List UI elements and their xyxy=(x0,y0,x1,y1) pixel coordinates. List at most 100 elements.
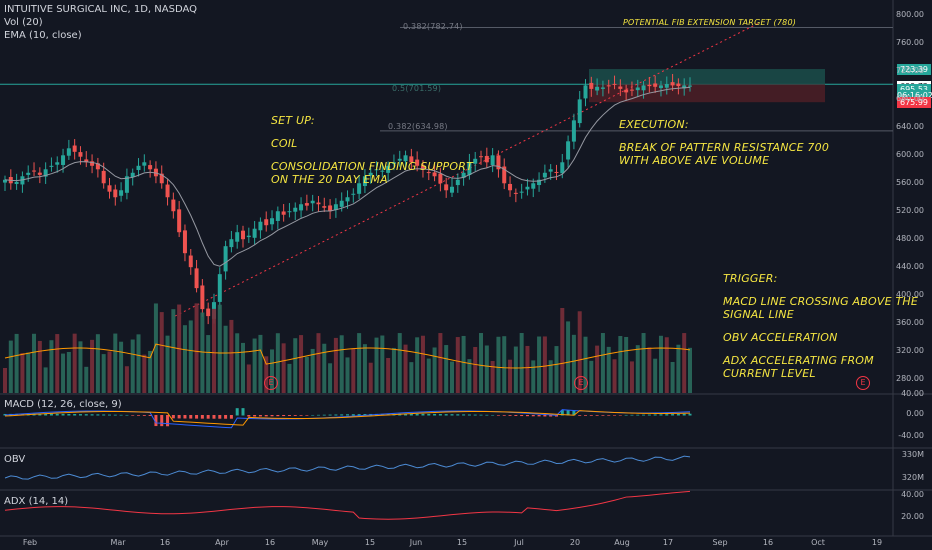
macd-hist xyxy=(491,414,495,416)
candle-body xyxy=(606,85,611,87)
earnings-badge[interactable]: E xyxy=(264,376,278,390)
volume-bar xyxy=(490,360,495,393)
macd-hist xyxy=(328,414,332,416)
volume-bar xyxy=(258,334,263,393)
fib-mid-label: 0.382(634.98) xyxy=(388,122,448,131)
macd-hist xyxy=(607,415,611,416)
macd-hist xyxy=(537,415,541,417)
time-tick: 20 xyxy=(569,538,581,547)
macd-hist xyxy=(560,410,564,416)
earnings-badge[interactable]: E xyxy=(856,376,870,390)
volume-bar xyxy=(55,334,60,393)
candle-body xyxy=(461,172,466,178)
adx-tick: 20.00 xyxy=(901,512,924,521)
price-tick: 520.00 xyxy=(896,206,924,216)
symbol-title: INTUITIVE SURGICAL INC, 1D, NASDAQ xyxy=(4,4,198,15)
price-tick: 760.00 xyxy=(896,38,924,48)
volume-bar xyxy=(159,312,164,393)
candle-body xyxy=(658,85,663,89)
volume-bar xyxy=(113,333,118,393)
macd-hist xyxy=(351,414,355,416)
setup-line xyxy=(271,150,473,160)
volume-bar xyxy=(548,360,553,393)
price-tick: 480.00 xyxy=(896,234,924,244)
volume-bar xyxy=(571,334,576,393)
candle-body xyxy=(26,172,31,175)
macd-hist xyxy=(316,414,320,416)
candle-body xyxy=(566,141,571,160)
volume-bar xyxy=(165,335,170,393)
volume-bar xyxy=(43,367,48,393)
trigger-line: TRIGGER: xyxy=(723,272,778,285)
volume-bar xyxy=(182,325,187,393)
candle-body xyxy=(142,162,147,166)
macd-hist xyxy=(160,415,164,427)
time-tick: 15 xyxy=(456,538,468,547)
candle-body xyxy=(165,184,170,198)
candle-body xyxy=(357,183,362,194)
volume-bar xyxy=(496,336,501,393)
macd-hist xyxy=(421,413,425,416)
macd-hist xyxy=(676,413,680,416)
volume-bar xyxy=(508,359,513,393)
candle-body xyxy=(629,89,634,91)
volume-bar xyxy=(380,335,385,393)
candle-body xyxy=(635,87,640,91)
setup-line: SET UP: xyxy=(271,114,315,127)
obv-line xyxy=(4,455,691,480)
candle-body xyxy=(380,170,385,172)
volume-bar xyxy=(32,333,37,393)
volume-bar xyxy=(287,363,292,393)
candle-body xyxy=(374,169,379,171)
volume-bar xyxy=(293,338,298,393)
time-tick: 19 xyxy=(871,538,883,547)
macd-hist xyxy=(462,414,466,416)
volume-bar xyxy=(235,333,240,393)
candle-body xyxy=(61,155,66,165)
volume-bar xyxy=(606,346,611,393)
candle-body xyxy=(676,83,681,87)
candle-body xyxy=(217,274,222,302)
macd-hist xyxy=(229,415,233,419)
candle-body xyxy=(235,232,240,242)
candle-body xyxy=(223,246,228,272)
macd-hist xyxy=(444,414,448,416)
candle-body xyxy=(304,203,309,206)
setup-line: ON THE 20 DAY EMA xyxy=(271,173,388,186)
candle-body xyxy=(577,99,582,124)
candle-body xyxy=(252,228,257,238)
macd-hist xyxy=(438,414,442,416)
candle-body xyxy=(270,218,275,225)
volume-bar xyxy=(618,336,623,393)
candle-body xyxy=(37,172,42,175)
macd-hist xyxy=(659,414,663,416)
volume-bar xyxy=(3,368,7,393)
trigger-line: MACD LINE CROSSING ABOVE THE xyxy=(723,295,919,308)
time-tick: 15 xyxy=(364,538,376,547)
earnings-badge[interactable]: E xyxy=(574,376,588,390)
macd-hist xyxy=(96,414,100,416)
time-tick: Jun xyxy=(409,538,423,547)
candle-body xyxy=(101,170,106,184)
candle-body xyxy=(49,165,54,167)
candle-body xyxy=(66,148,71,156)
macd-hist xyxy=(154,415,158,427)
time-tick: Jul xyxy=(514,538,524,547)
setup-line xyxy=(271,127,473,137)
volume-bar xyxy=(14,333,19,393)
macd-hist xyxy=(688,413,692,416)
candle-body xyxy=(537,179,542,186)
volume-bar xyxy=(72,333,77,393)
macd-hist xyxy=(496,415,500,416)
candle-body xyxy=(194,268,199,289)
candle-body xyxy=(275,211,280,221)
candle-body xyxy=(177,209,182,233)
volume-bar xyxy=(676,344,681,393)
volume-bar xyxy=(537,336,542,393)
volume-bar xyxy=(374,337,379,393)
price-tag: 695.53 xyxy=(897,83,931,95)
volume-bar xyxy=(688,347,692,393)
volume-bar xyxy=(275,333,280,393)
time-tick: May xyxy=(311,538,329,547)
